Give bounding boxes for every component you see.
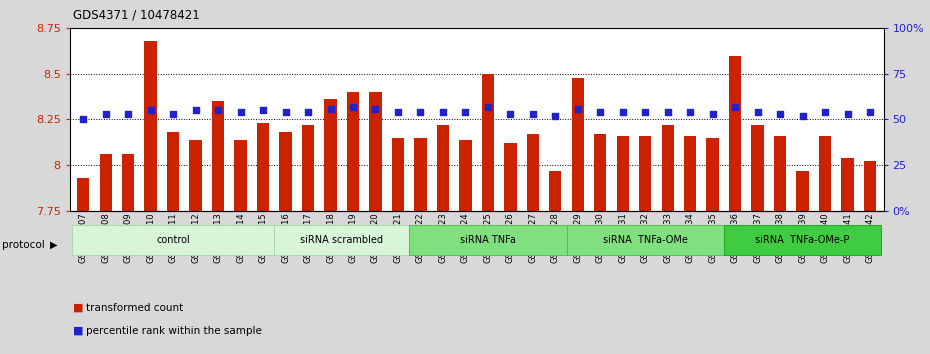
Bar (302, 125, 314, 211)
Point (705, 111, 720, 117)
Bar (100, 154, 112, 211)
Text: ▶: ▶ (50, 240, 58, 250)
Point (391, 109, 405, 115)
Bar (437, 125, 449, 211)
Bar (77, 178, 89, 211)
Bar (414, 138, 427, 211)
Bar (724, 225, 882, 255)
Point (121, 111, 136, 117)
Point (525, 111, 540, 117)
Point (300, 109, 315, 115)
Bar (482, 74, 494, 211)
Point (817, 109, 832, 115)
Point (278, 109, 293, 115)
Text: siRNA TNFa: siRNA TNFa (460, 235, 516, 245)
Bar (751, 125, 764, 211)
Point (683, 109, 698, 115)
Bar (572, 78, 584, 211)
Bar (566, 225, 724, 255)
Bar (594, 134, 606, 211)
Bar (684, 136, 697, 211)
Bar (279, 132, 292, 211)
Text: siRNA  TNFa-OMe: siRNA TNFa-OMe (603, 235, 687, 245)
Bar (661, 125, 674, 211)
Bar (819, 136, 831, 211)
Point (727, 104, 742, 109)
Bar (325, 99, 337, 211)
Bar (796, 171, 809, 211)
Bar (72, 225, 274, 255)
Point (346, 104, 361, 109)
Text: ■: ■ (73, 303, 83, 313)
Point (99, 111, 113, 117)
Bar (774, 136, 786, 211)
Text: percentile rank within the sample: percentile rank within the sample (86, 326, 262, 336)
Bar (617, 136, 629, 211)
Text: control: control (156, 235, 190, 245)
Point (795, 113, 810, 119)
Bar (144, 41, 157, 211)
Point (211, 108, 226, 113)
Point (616, 109, 631, 115)
Bar (190, 139, 202, 211)
Point (323, 106, 338, 112)
Point (592, 109, 607, 115)
Bar (504, 143, 516, 211)
Bar (167, 132, 179, 211)
Text: siRNA scrambled: siRNA scrambled (300, 235, 383, 245)
Point (638, 109, 653, 115)
Text: ■: ■ (73, 326, 83, 336)
Point (256, 108, 271, 113)
Text: transformed count: transformed count (86, 303, 184, 313)
Bar (639, 136, 651, 211)
Bar (257, 123, 270, 211)
Text: protocol: protocol (2, 240, 45, 250)
Bar (347, 92, 359, 211)
Point (660, 109, 675, 115)
Point (413, 109, 428, 115)
Point (368, 106, 383, 112)
Point (435, 109, 450, 115)
Point (481, 104, 496, 109)
Bar (392, 138, 405, 211)
Point (166, 111, 180, 117)
Bar (212, 101, 224, 211)
Bar (409, 225, 566, 255)
Point (751, 109, 765, 115)
Text: siRNA  TNFa-OMe-P: siRNA TNFa-OMe-P (755, 235, 850, 245)
Point (458, 109, 472, 115)
Bar (122, 154, 134, 211)
Point (862, 109, 877, 115)
Point (503, 111, 518, 117)
Bar (729, 56, 741, 211)
Bar (864, 161, 876, 211)
Bar (842, 158, 854, 211)
Point (76, 116, 91, 122)
Point (548, 113, 563, 119)
Bar (234, 139, 246, 211)
Point (233, 109, 248, 115)
Point (840, 111, 855, 117)
Point (570, 106, 585, 112)
Bar (274, 225, 409, 255)
Text: GDS4371 / 10478421: GDS4371 / 10478421 (73, 9, 199, 22)
Bar (369, 92, 381, 211)
Bar (459, 139, 472, 211)
Bar (526, 134, 539, 211)
Bar (707, 138, 719, 211)
Point (773, 111, 788, 117)
Point (143, 108, 158, 113)
Bar (549, 171, 562, 211)
Point (188, 108, 203, 113)
